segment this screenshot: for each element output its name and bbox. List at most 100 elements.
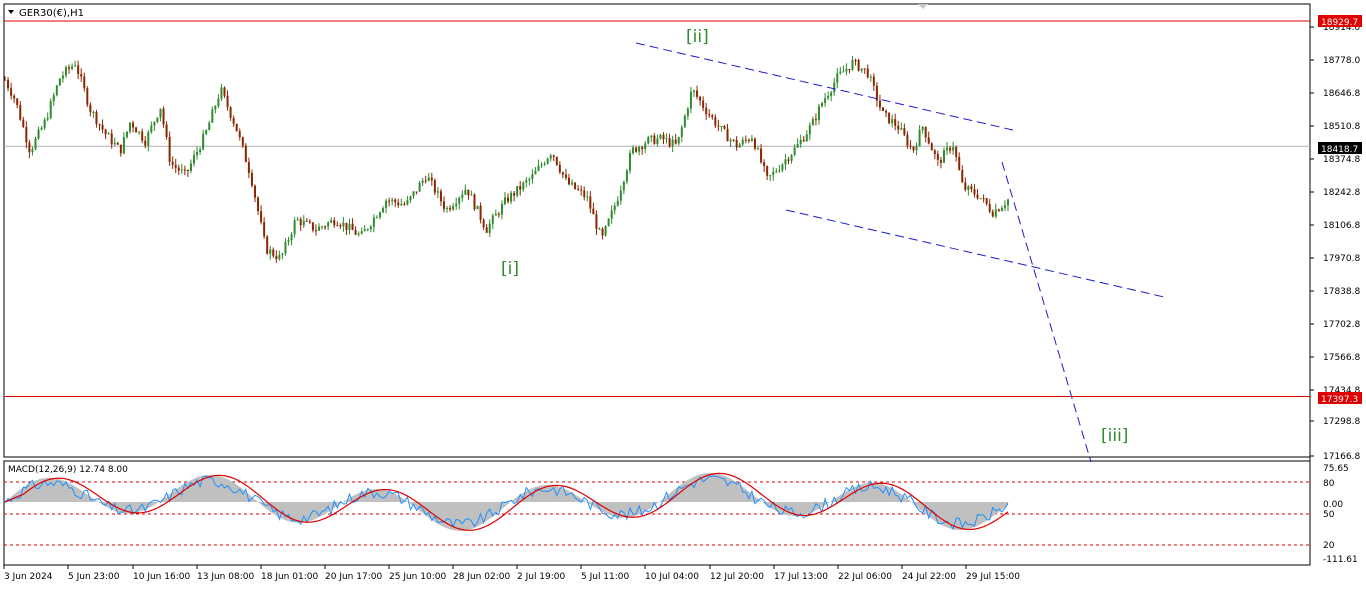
macd-panel bbox=[4, 472, 1310, 546]
candle-body bbox=[351, 223, 354, 231]
candle-body bbox=[104, 129, 107, 135]
candle-body bbox=[266, 236, 269, 254]
candle-body bbox=[988, 204, 991, 212]
candle-body bbox=[159, 108, 162, 118]
candle-body bbox=[891, 119, 894, 124]
candle-body bbox=[199, 149, 202, 152]
candle-body bbox=[680, 127, 683, 137]
candle-body bbox=[589, 196, 592, 209]
candle-body bbox=[16, 98, 19, 106]
candle-body bbox=[400, 203, 403, 206]
candle-body bbox=[49, 101, 52, 119]
scroll-marker-icon[interactable] bbox=[918, 4, 928, 9]
main-plot-frame bbox=[3, 3, 1311, 458]
candle-body bbox=[403, 203, 406, 205]
candle-body bbox=[232, 117, 235, 124]
candle-body bbox=[616, 200, 619, 206]
candle-body bbox=[153, 121, 156, 126]
candle-body bbox=[360, 231, 363, 234]
candle-body bbox=[321, 226, 324, 228]
candle-body bbox=[878, 100, 881, 108]
candle-body bbox=[632, 147, 635, 154]
candle-body bbox=[577, 188, 580, 190]
candle-body bbox=[503, 197, 506, 204]
price-tick-label: 17434.8 bbox=[1323, 386, 1360, 396]
candle-body bbox=[464, 189, 467, 195]
candle-body bbox=[583, 190, 586, 197]
candle-body bbox=[217, 98, 220, 107]
time-tick-label: 22 Jul 06:00 bbox=[838, 572, 892, 582]
candle-body bbox=[132, 122, 135, 128]
candle-body bbox=[174, 164, 177, 168]
candle-body bbox=[753, 138, 756, 149]
candle-body bbox=[202, 133, 205, 150]
candle-body bbox=[150, 125, 153, 133]
current-price-tag-text: 18418.7 bbox=[1321, 145, 1358, 155]
candle-body bbox=[238, 131, 241, 138]
wave-labels: [i] [ii] [iii] bbox=[501, 27, 1128, 446]
candle-body bbox=[738, 144, 741, 148]
lower-level-tag-text: 17397.3 bbox=[1321, 395, 1358, 405]
candle-body bbox=[241, 137, 244, 146]
candle-body bbox=[766, 166, 769, 176]
candle-body bbox=[293, 220, 296, 235]
candle-body bbox=[997, 209, 1000, 212]
candle-body bbox=[567, 177, 570, 185]
candle-body bbox=[205, 130, 208, 134]
candle-body bbox=[397, 202, 400, 206]
candle-body bbox=[863, 68, 866, 70]
candle-body bbox=[924, 126, 927, 138]
candle-body bbox=[702, 100, 705, 108]
wave-label: [i] bbox=[501, 259, 519, 279]
candle-body bbox=[528, 179, 531, 181]
candle-body bbox=[897, 125, 900, 130]
candle-body bbox=[525, 180, 528, 183]
price-tick-label: 17970.8 bbox=[1323, 254, 1360, 264]
candle-body bbox=[336, 225, 339, 227]
candle-body bbox=[851, 59, 854, 70]
price-axis: 18914.0 18778.0 18646.8 18510.8 18374.8 18242… bbox=[1310, 23, 1360, 462]
candle-body bbox=[705, 107, 708, 115]
candle-body bbox=[1000, 207, 1003, 212]
candle-body bbox=[677, 136, 680, 144]
candle-body bbox=[83, 76, 86, 89]
chevron-down-icon[interactable] bbox=[8, 10, 14, 14]
candle-body bbox=[522, 182, 525, 190]
candle-body bbox=[635, 147, 638, 152]
candle-body bbox=[74, 65, 77, 67]
candle-body bbox=[769, 175, 772, 177]
candle-body bbox=[729, 139, 732, 142]
candle-body bbox=[665, 138, 668, 140]
candle-body bbox=[168, 137, 171, 162]
candle-body bbox=[763, 162, 766, 167]
candle-body bbox=[571, 182, 574, 185]
candle-body bbox=[296, 219, 299, 221]
candle-body bbox=[488, 223, 491, 233]
candle-body bbox=[930, 143, 933, 151]
time-tick-label: 10 Jun 16:00 bbox=[133, 572, 190, 582]
price-tick-label: 17298.8 bbox=[1323, 417, 1360, 427]
candle-body bbox=[775, 171, 778, 173]
candle-body bbox=[287, 240, 290, 242]
candle-body bbox=[330, 220, 333, 223]
candle-body bbox=[424, 180, 427, 182]
macd-histogram bbox=[5, 472, 1008, 531]
candle-body bbox=[141, 131, 144, 141]
candle-body bbox=[391, 199, 394, 201]
candle-body bbox=[177, 167, 180, 171]
candle-body bbox=[479, 205, 482, 220]
candle-body bbox=[229, 107, 232, 118]
candle-body bbox=[595, 214, 598, 229]
candle-body bbox=[470, 194, 473, 196]
price-tick-label: 18374.8 bbox=[1323, 155, 1360, 165]
candle-body bbox=[732, 139, 735, 141]
candle-body bbox=[284, 241, 287, 254]
candle-body bbox=[260, 211, 263, 223]
candle-body bbox=[147, 132, 150, 146]
candle-body bbox=[799, 139, 802, 145]
candle-body bbox=[269, 249, 272, 254]
time-tick-label: 18 Jun 01:00 bbox=[261, 572, 318, 582]
level-lines bbox=[4, 20, 1310, 398]
